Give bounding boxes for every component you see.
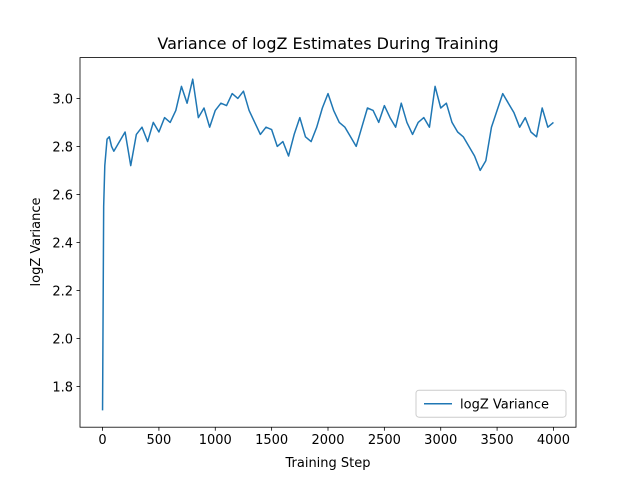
x-tick-label: 0	[98, 433, 106, 448]
chart-title: Variance of logZ Estimates During Traini…	[157, 34, 498, 53]
y-tick-label: 2.0	[52, 332, 73, 347]
x-tick-label: 1500	[255, 433, 288, 448]
y-tick-label: 2.8	[52, 140, 73, 155]
x-axis-label: Training Step	[284, 456, 370, 471]
y-axis-label: logZ Variance	[29, 197, 44, 286]
y-tick-label: 2.4	[52, 236, 73, 251]
y-tick-label: 2.6	[52, 188, 73, 203]
legend-box	[415, 389, 567, 418]
legend-label: logZ Variance	[460, 398, 549, 413]
y-tick-label: 1.8	[52, 380, 73, 395]
x-tick-label: 500	[146, 433, 171, 448]
x-tick-label: 3500	[481, 433, 514, 448]
x-tick-label: 2500	[368, 433, 401, 448]
y-tick-label: 2.2	[52, 284, 73, 299]
x-tick-label: 3000	[424, 433, 457, 448]
x-tick-label: 2000	[311, 433, 344, 448]
y-tick-label: 3.0	[52, 92, 73, 107]
x-tick-label: 4000	[537, 433, 570, 448]
x-tick-label: 1000	[199, 433, 232, 448]
data-line	[101, 78, 554, 411]
plot-frame	[79, 57, 577, 428]
